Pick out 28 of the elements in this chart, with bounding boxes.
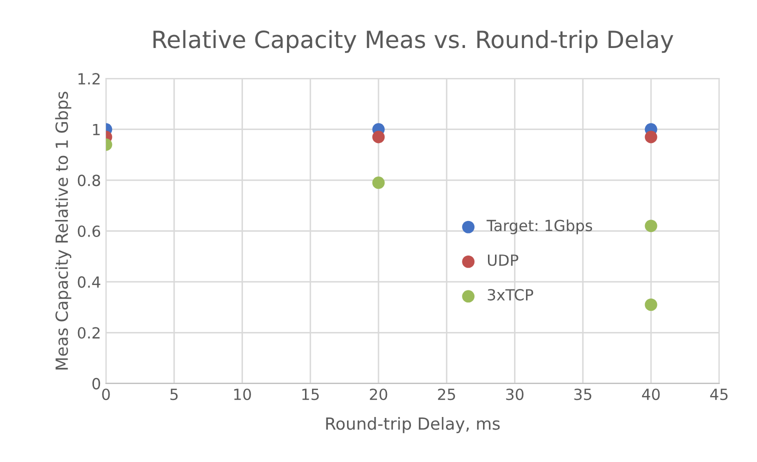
point — [644, 130, 658, 144]
x-tick-label: 10 — [234, 388, 251, 400]
y-tick-label: 0.6 — [78, 225, 100, 238]
x-tick-label: 30 — [506, 388, 524, 400]
y-tick-label: 1 — [93, 124, 100, 136]
y-tick-label: 0.4 — [78, 276, 100, 288]
y-tick-label: 0.8 — [78, 174, 100, 186]
x-tick-label: 5 — [170, 388, 178, 400]
y-axis-title: Meas Capacity Relative to 1 Gbps — [55, 92, 72, 370]
point — [372, 130, 385, 144]
legend-label: UDP — [488, 254, 518, 266]
y-tick-label: 0 — [92, 378, 100, 390]
point — [644, 298, 658, 311]
y-tick-label: 1.2 — [78, 73, 100, 84]
x-tick-label: 15 — [302, 388, 319, 400]
chart-title: Relative Capacity Meas vs. Round-trip Delay — [153, 30, 674, 53]
x-tick-label: 25 — [438, 388, 456, 400]
x-tick-label: 0 — [102, 388, 110, 400]
x-tick-label: 40 — [642, 388, 660, 400]
legend-label: Target: 1Gbps — [486, 219, 592, 234]
legend-label: 3xTCP — [488, 289, 534, 301]
y-tick-label: 0.2 — [78, 327, 100, 339]
x-tick-label: 45 — [710, 388, 728, 400]
x-axis-title: Round-trip Delay, ms — [326, 416, 500, 434]
point — [644, 220, 658, 232]
x-tick-label: 35 — [574, 388, 592, 400]
x-tick-label: 20 — [370, 388, 388, 400]
point — [372, 176, 385, 189]
